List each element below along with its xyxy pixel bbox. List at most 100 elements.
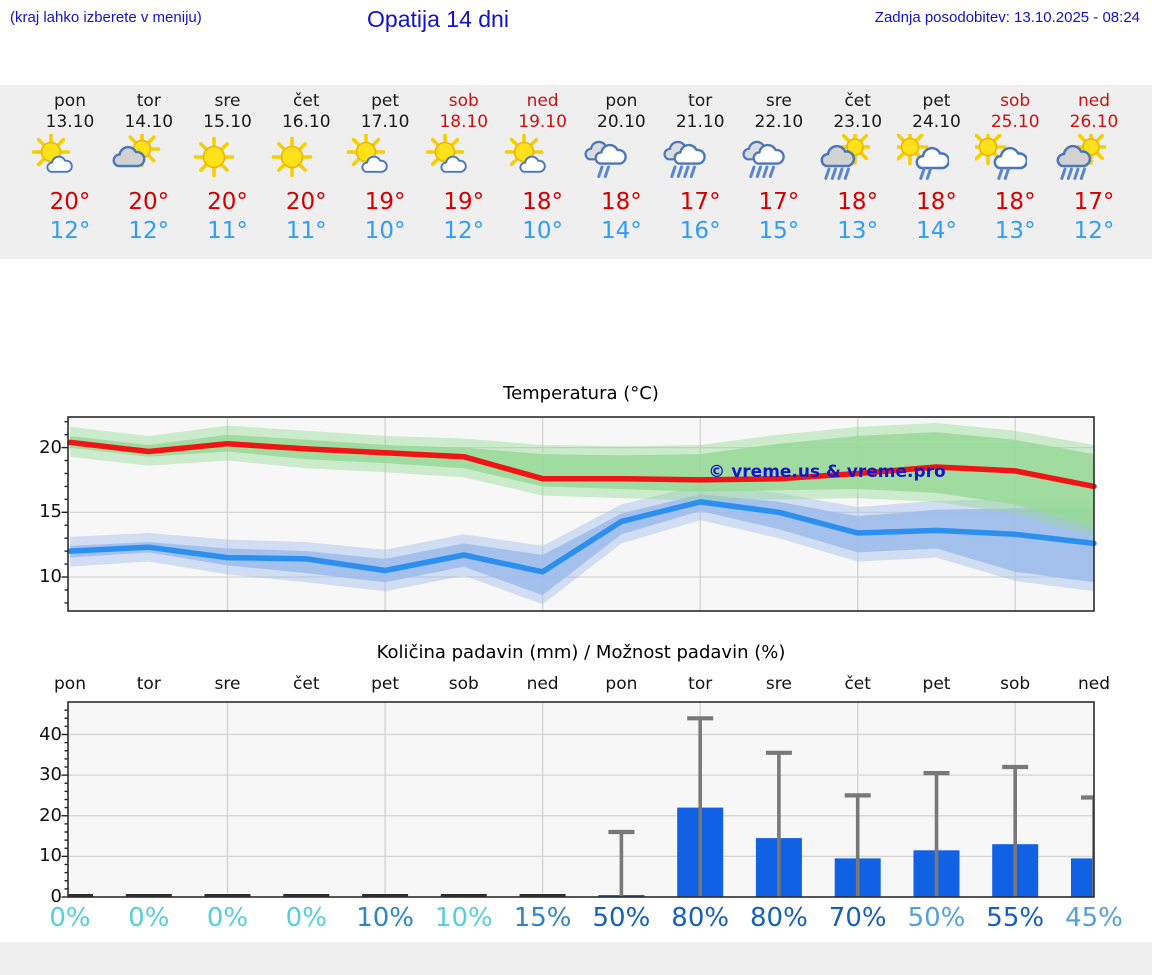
day-date: 26.10 <box>1069 112 1119 132</box>
precip-probability-label: 0% <box>206 903 249 933</box>
day-name: pon <box>54 91 86 111</box>
forecast-day-column: pon 20.10 18° 14° <box>581 91 661 246</box>
precip-day-label: tor <box>136 674 161 694</box>
precip-probability-label: 80% <box>671 903 730 933</box>
day-date: 20.10 <box>597 112 646 132</box>
precip-probability-label: 0% <box>285 903 327 933</box>
day-name: sre <box>765 91 792 111</box>
precip-day-label: sre <box>765 674 792 694</box>
precip-day-label: ned <box>1077 674 1111 694</box>
forecast-day-column: tor 14.10 20° 12° <box>109 91 189 246</box>
day-date: 25.10 <box>990 112 1040 132</box>
precip-ytick-label: 0 <box>50 886 62 907</box>
precip-ytick-label: 30 <box>39 764 62 785</box>
high-temp: 17° <box>679 189 721 215</box>
low-temp: 12° <box>128 218 170 244</box>
forecast-day-column: pon 13.10 20° 12° <box>30 91 110 246</box>
precip-probability-label: 0% <box>49 903 91 933</box>
day-name: sob <box>1000 91 1031 111</box>
precip-zero-dash <box>283 894 330 897</box>
forecast-day-column: tor 21.10 17° 16° <box>660 91 740 246</box>
sun-shape <box>836 134 870 165</box>
low-temp: 10° <box>364 218 406 244</box>
day-name: sob <box>448 91 479 111</box>
precip-probability-label: 15% <box>513 903 572 933</box>
high-temp: 20° <box>285 189 327 215</box>
temp-ytick-label: 15 <box>39 501 62 522</box>
high-temp: 18° <box>837 189 879 215</box>
precip-day-label: sob <box>1000 674 1031 694</box>
precip-probability-label: 45% <box>1065 903 1123 933</box>
last-update: Zadnja posodobitev: 13.10.2025 - 08:24 <box>874 9 1140 26</box>
day-name: pon <box>605 91 638 111</box>
forecast-day-column: pet 17.10 19° 10° <box>345 91 425 246</box>
low-temp: 13° <box>994 218 1036 244</box>
low-temp: 12° <box>443 218 485 244</box>
sun-shape <box>193 136 234 178</box>
precip-zero-dash <box>519 894 566 897</box>
precip-zero-dash <box>125 894 172 897</box>
watermark-link[interactable]: © vreme.us & vreme.pro <box>708 462 946 482</box>
precip-probability-label: 50% <box>592 903 651 933</box>
high-temp: 20° <box>207 189 248 215</box>
temperature-chart-svg <box>61 416 1097 612</box>
page-title: Opatija 14 dni <box>367 6 509 32</box>
high-temp: 19° <box>364 189 406 215</box>
low-temp: 11° <box>285 218 327 244</box>
forecast-strip: pon 13.10 20° 12° tor 14.10 20° 12° sre 15.10 20° 1… <box>0 85 1152 259</box>
rain-icon <box>660 134 740 184</box>
low-temp: 14° <box>601 218 642 244</box>
temp-max-line <box>67 439 1097 490</box>
temp-min-line <box>67 499 1097 575</box>
high-temp: 20° <box>49 189 91 215</box>
day-date: 16.10 <box>281 112 331 132</box>
cloud-sun-icon <box>109 134 189 184</box>
rain-icon <box>739 134 819 184</box>
precip-day-label: ned <box>526 674 559 694</box>
precip-probability-label: 55% <box>986 903 1045 933</box>
temperature-chart-title: Temperatura (°C) <box>503 383 659 404</box>
rain-light-icon <box>581 134 661 184</box>
forecast-day-column: ned 26.10 17° 12° <box>1054 91 1134 246</box>
low-temp: 14° <box>916 218 957 244</box>
precip-probability-label: 0% <box>128 903 170 933</box>
menu-hint: (kraj lahko izberete v meniju) <box>10 9 202 26</box>
day-name: čet <box>844 91 871 111</box>
precip-probability-label: 80% <box>749 903 808 933</box>
sun-shape <box>271 136 313 178</box>
day-date: 19.10 <box>518 112 567 132</box>
sun-small-cloud-icon <box>345 134 425 184</box>
high-temp: 18° <box>916 189 957 215</box>
low-temp: 16° <box>679 218 721 244</box>
forecast-day-column: sre 15.10 20° 11° <box>188 91 268 246</box>
precip-day-label: pon <box>54 674 86 694</box>
precip-day-label: sre <box>214 674 241 694</box>
high-temp: 19° <box>443 189 485 215</box>
day-date: 21.10 <box>675 112 725 132</box>
precipitation-chart-title: Količina padavin (mm) / Možnost padavin … <box>376 642 786 663</box>
day-date: 14.10 <box>124 112 174 132</box>
day-name: pet <box>922 91 951 111</box>
precip-ytick-label: 20 <box>39 805 62 826</box>
sunny-icon <box>188 134 268 184</box>
day-date: 22.10 <box>754 112 804 132</box>
low-temp: 12° <box>49 218 91 244</box>
day-name: čet <box>293 91 320 111</box>
forecast-day-column: ned 19.10 18° 10° <box>503 91 583 246</box>
sun-shape <box>896 134 928 166</box>
temp-ytick-label: 10 <box>39 566 62 587</box>
day-date: 15.10 <box>203 112 252 132</box>
precip-day-label: čet <box>293 674 320 694</box>
sun-rain-icon <box>1054 134 1134 184</box>
forecast-day-column: sre 22.10 17° 15° <box>739 91 819 246</box>
day-date: 23.10 <box>833 112 883 132</box>
precip-day-label: sob <box>448 674 479 694</box>
forecast-day-column: čet 23.10 18° 13° <box>818 91 898 246</box>
precip-day-label: čet <box>844 674 871 694</box>
day-name: pet <box>371 91 400 111</box>
sun-shape <box>975 134 1007 166</box>
precip-day-label: tor <box>688 674 713 694</box>
high-temp: 17° <box>1073 189 1115 215</box>
sun-rain-icon <box>818 134 898 184</box>
precip-probability-label: 10% <box>356 903 414 933</box>
